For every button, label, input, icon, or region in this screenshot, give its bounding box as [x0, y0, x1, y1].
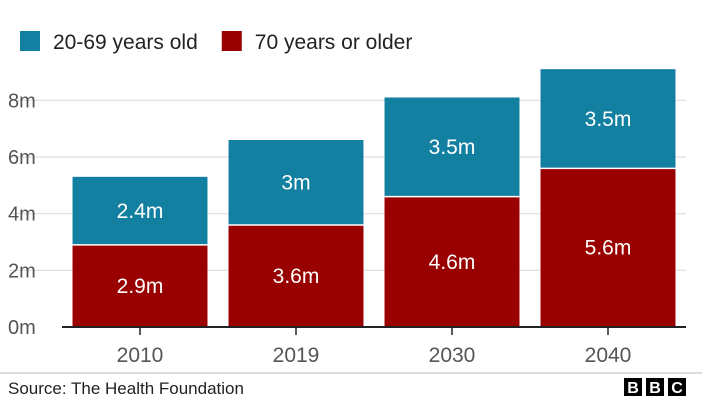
- legend-label: 70 years or older: [255, 31, 413, 54]
- source-note: Source: The Health Foundation: [8, 379, 244, 398]
- bar-value-label: 3.6m: [273, 265, 320, 288]
- bar-value-label: 2.4m: [117, 200, 164, 223]
- bbc-logo-letter-3: C: [671, 380, 683, 397]
- y-tick-label: 2m: [8, 260, 36, 282]
- bar-segment: [228, 140, 364, 225]
- y-tick-label: 6m: [8, 147, 36, 169]
- bar-value-label: 4.6m: [429, 251, 476, 274]
- bar-segment: [72, 244, 208, 327]
- bar-segment: [384, 97, 520, 197]
- bar-segment: [384, 196, 520, 327]
- y-tick-label: 4m: [8, 204, 36, 226]
- legend-swatch: [20, 31, 40, 51]
- bars: 2.9m 2.4m 3.6m 3m 4.6m 3.5m 5.6m 3.5m: [72, 69, 676, 327]
- bbc-logo-block-3: [668, 378, 686, 396]
- bbc-logo-letter-2: B: [649, 380, 661, 397]
- bar-segment: [228, 225, 364, 327]
- x-tick-label: 2030: [429, 344, 476, 367]
- x-axis-ticks: 2010 2019 2030 2040: [117, 327, 632, 367]
- legend-label: 20-69 years old: [53, 31, 198, 54]
- bar-value-label: 3.5m: [585, 108, 632, 131]
- x-tick-label: 2040: [585, 344, 632, 367]
- legend-swatch: [221, 31, 242, 51]
- x-tick-label: 2010: [117, 344, 164, 367]
- bar-value-label: 5.6m: [585, 237, 632, 260]
- bbc-logo-block-2: [646, 378, 664, 396]
- bar-segment: [540, 69, 676, 169]
- legend: 20-69 years old 70 years or older: [20, 31, 412, 54]
- bbc-logo-block-1: [624, 378, 642, 396]
- y-axis-ticks: 0m 2m 4m 6m 8m: [8, 90, 36, 339]
- x-tick-label: 2019: [273, 344, 320, 367]
- y-tick-label: 8m: [8, 90, 36, 112]
- bar-segment: [540, 168, 676, 327]
- bbc-logo-letter-1: B: [627, 380, 639, 397]
- bbc-logo: B B C: [624, 378, 686, 397]
- bar-value-label: 3m: [281, 172, 310, 195]
- bar-value-label: 2.9m: [117, 275, 164, 298]
- bar-segment: [72, 176, 208, 245]
- y-tick-label: 0m: [8, 317, 36, 339]
- bar-value-label: 3.5m: [429, 136, 476, 159]
